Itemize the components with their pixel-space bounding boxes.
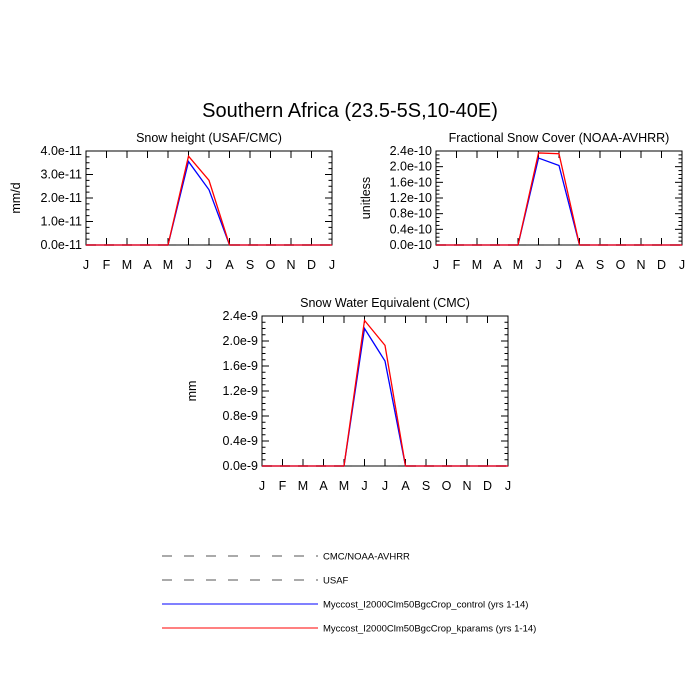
x-tick-label: M	[122, 258, 132, 272]
x-tick-label: S	[246, 258, 254, 272]
y-tick-label: 1.2e-9	[223, 384, 258, 398]
y-tick-label: 0.0e-11	[41, 238, 83, 252]
legend: CMC/NOAA-AVHRR USAF Myccost_I2000Clm50BgcC…	[162, 552, 536, 635]
y-tick-label: 1.6e-9	[223, 359, 258, 373]
chart-title: Snow height (USAF/CMC)	[136, 131, 282, 145]
y-tick-label: 0.8e-9	[223, 409, 258, 423]
x-tick-label: A	[493, 258, 502, 272]
plot-frame	[85, 150, 333, 246]
x-tick-label: S	[422, 479, 430, 493]
x-tick-label: J	[206, 258, 212, 272]
x-tick-label: D	[483, 479, 492, 493]
y-axis-label: mm/d	[9, 182, 23, 213]
y-tick-label: 4.0e-11	[41, 144, 83, 158]
plot-frame	[261, 315, 509, 467]
chart-title: Snow Water Equivalent (CMC)	[300, 296, 470, 310]
x-tick-label: J	[83, 258, 89, 272]
x-tick-label: J	[535, 258, 541, 272]
x-tick-label: J	[433, 258, 439, 272]
x-tick-label: J	[185, 258, 191, 272]
chart-panel-1: Snow height (USAF/CMC) mm/d 0.0e-11 1.0e-11…	[9, 131, 335, 272]
x-tick-label: N	[286, 258, 295, 272]
x-tick-label: O	[616, 258, 626, 272]
y-tick-label: 0.4e-10	[390, 222, 432, 236]
y-tick-label: 1.2e-10	[390, 191, 432, 205]
y-tick-label: 0.8e-10	[390, 207, 432, 221]
y-tick-label: 2.4e-10	[390, 144, 432, 158]
series-line-control	[86, 160, 332, 246]
x-tick-label: J	[361, 479, 367, 493]
x-tick-label: J	[329, 258, 335, 272]
figure-title: Southern Africa (23.5-5S,10-40E)	[202, 100, 498, 122]
x-tick-label: J	[556, 258, 562, 272]
y-axis-label: unitless	[359, 177, 373, 219]
chart-title: Fractional Snow Cover (NOAA-AVHRR)	[449, 131, 670, 145]
y-tick-label: 0.4e-9	[223, 434, 258, 448]
y-tick-label: 2.4e-9	[223, 309, 258, 323]
x-tick-label: M	[472, 258, 482, 272]
x-tick-label: M	[163, 258, 173, 272]
x-tick-label: A	[401, 479, 410, 493]
x-tick-label: A	[319, 479, 328, 493]
x-tick-label: A	[225, 258, 234, 272]
x-tick-label: O	[442, 479, 452, 493]
series-line-control	[436, 157, 682, 246]
chart-panel-3: Snow Water Equivalent (CMC) mm 0.0e-9 0.4e-…	[185, 296, 511, 493]
y-tick-label: 0.0e-10	[390, 238, 432, 252]
x-tick-label: J	[679, 258, 685, 272]
chart-panel-2: Fractional Snow Cover (NOAA-AVHRR) unitle…	[359, 131, 685, 272]
y-tick-label: 3.0e-11	[41, 168, 83, 182]
x-tick-label: N	[636, 258, 645, 272]
y-tick-label: 1.6e-10	[390, 175, 432, 189]
x-tick-label: J	[505, 479, 511, 493]
x-tick-label: M	[298, 479, 308, 493]
legend-label-obs2: USAF	[323, 576, 349, 587]
x-tick-label: A	[143, 258, 152, 272]
x-tick-label: A	[575, 258, 584, 272]
x-tick-label: F	[279, 479, 287, 493]
x-tick-label: F	[103, 258, 111, 272]
y-tick-label: 1.0e-11	[41, 215, 83, 229]
x-tick-label: D	[657, 258, 666, 272]
x-tick-label: J	[259, 479, 265, 493]
y-tick-label: 2.0e-11	[41, 191, 83, 205]
y-tick-label: 2.0e-10	[390, 160, 432, 174]
legend-label-kparams: Myccost_I2000Clm50BgcCrop_kparams (yrs 1…	[323, 624, 536, 635]
legend-label-obs1: CMC/NOAA-AVHRR	[323, 552, 410, 563]
y-tick-label: 0.0e-9	[223, 459, 258, 473]
x-tick-label: D	[307, 258, 316, 272]
chart-panels: Snow height (USAF/CMC) mm/d 0.0e-11 1.0e-11…	[9, 131, 685, 493]
x-tick-label: J	[382, 479, 388, 493]
x-tick-label: N	[462, 479, 471, 493]
x-tick-label: F	[453, 258, 461, 272]
y-tick-label: 2.0e-9	[223, 334, 258, 348]
series-line-kparams	[262, 318, 508, 467]
series-line-kparams	[86, 154, 332, 246]
x-tick-label: O	[266, 258, 276, 272]
legend-label-control: Myccost_I2000Clm50BgcCrop_control (yrs 1…	[323, 600, 528, 611]
x-tick-label: M	[339, 479, 349, 493]
y-axis-label: mm	[185, 381, 199, 402]
x-tick-label: M	[513, 258, 523, 272]
x-tick-label: S	[596, 258, 604, 272]
series-line-kparams	[436, 152, 682, 246]
